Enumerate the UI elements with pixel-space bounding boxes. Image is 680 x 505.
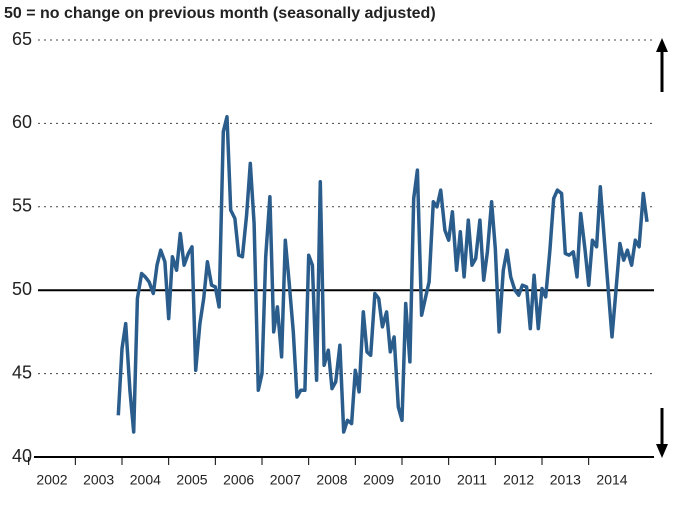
y-tick-label: 45 <box>12 362 32 382</box>
x-tick-label: 2005 <box>176 472 207 488</box>
y-tick-label: 60 <box>12 112 32 132</box>
x-tick-label: 2014 <box>596 472 627 488</box>
x-tick-label: 2009 <box>363 472 394 488</box>
up-arrow <box>656 38 668 92</box>
data-line <box>116 114 649 434</box>
y-tick-label: 40 <box>12 446 32 466</box>
x-tick-label: 2003 <box>83 472 114 488</box>
x-tick-label: 2012 <box>503 472 534 488</box>
chart-title: 50 = no change on previous month (season… <box>4 5 436 22</box>
x-tick-label: 2004 <box>130 472 161 488</box>
x-tick-label: 2006 <box>223 472 254 488</box>
y-tick-label: 65 <box>12 29 32 49</box>
y-tick-label: 50 <box>12 279 32 299</box>
x-tick-label: 2013 <box>550 472 581 488</box>
x-tick-label: 2007 <box>270 472 301 488</box>
down-arrow <box>656 408 668 458</box>
x-tick-label: 2011 <box>457 472 487 488</box>
x-tick-label: 2008 <box>316 472 347 488</box>
x-tick-label: 2010 <box>410 472 441 488</box>
y-tick-label: 55 <box>12 196 32 216</box>
x-tick-label: 2002 <box>36 472 67 488</box>
